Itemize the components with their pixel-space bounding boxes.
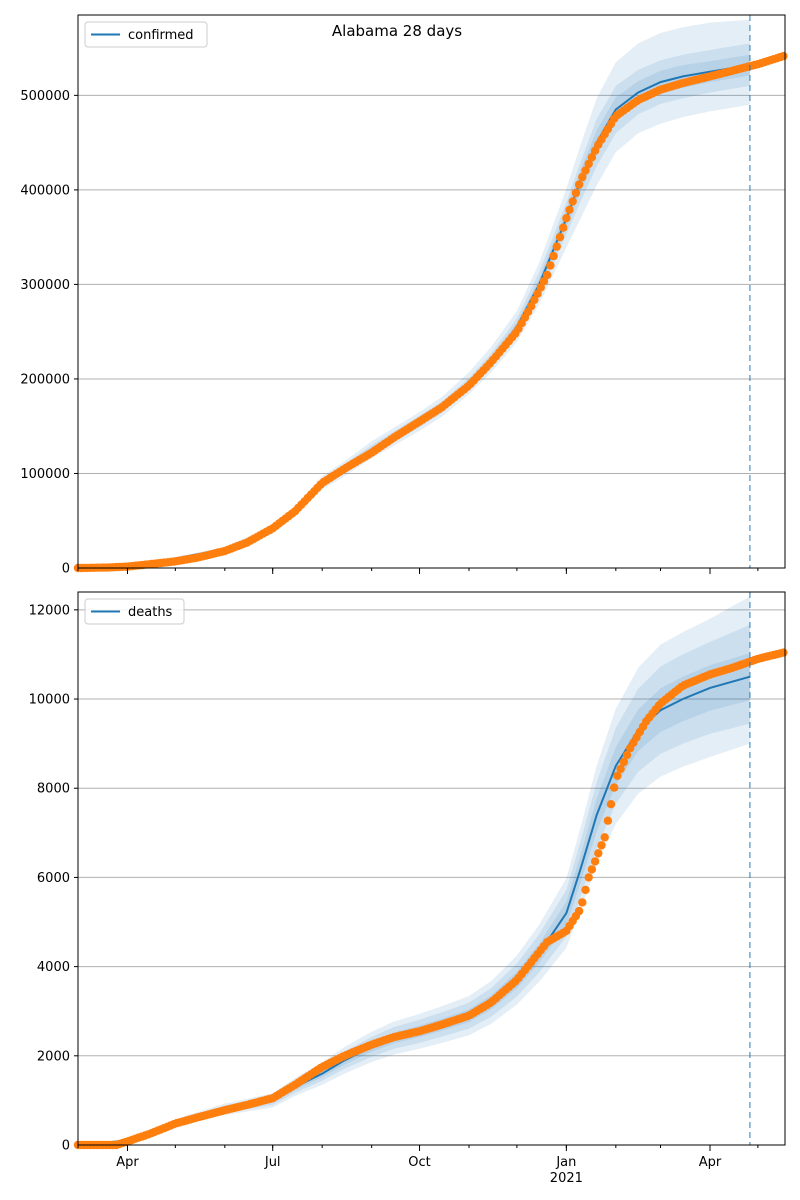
observed-point <box>779 648 788 657</box>
observed-point <box>530 295 539 305</box>
uncertainty-band-middle <box>78 624 750 1145</box>
observed-point <box>613 771 622 780</box>
observed-point <box>622 750 632 760</box>
y-tick-label: 100000 <box>20 467 70 482</box>
y-tick-label: 200000 <box>20 372 70 387</box>
observed-point <box>571 188 581 198</box>
observed-point <box>533 289 542 298</box>
observed-point <box>565 205 574 214</box>
x-tick-label: Jan <box>555 1155 576 1170</box>
observed-point <box>527 302 536 311</box>
y-tick-label: 300000 <box>20 278 70 293</box>
legend-label: deaths <box>128 605 173 620</box>
observed-point <box>619 757 628 767</box>
observed-point <box>581 885 590 895</box>
y-tick-label: 0 <box>62 562 70 577</box>
observed-point <box>539 277 549 286</box>
axes-frame <box>77 591 786 1146</box>
confirmed-panel: 0 100000 200000 300000 400000 500000 confirmed <box>20 14 788 577</box>
observed-point <box>552 242 561 251</box>
observed-point <box>587 865 597 874</box>
x-tick-label: Oct <box>408 1155 430 1170</box>
observed-point <box>603 816 613 825</box>
observed-point <box>606 800 616 809</box>
observed-point <box>616 764 625 774</box>
observed-point <box>597 841 606 850</box>
observed-point <box>555 232 565 242</box>
deaths-panel: 0 2000 4000 6000 8000 10000 12000 Apr Jul Oct Jan2… <box>29 591 788 1186</box>
x-tick-label: Apr <box>699 1155 722 1170</box>
observed-point <box>584 873 593 882</box>
model-line <box>77 64 751 569</box>
observed-point <box>587 153 597 162</box>
observed-point <box>549 251 558 261</box>
y-tick-label: 2000 <box>37 1049 70 1064</box>
observed-point <box>578 172 587 182</box>
observed-point <box>562 214 571 223</box>
y-tick-label: 0 <box>62 1139 70 1154</box>
observed-point <box>594 849 603 858</box>
chart-title: Alabama 28 days <box>332 22 462 40</box>
observed-point <box>590 857 600 866</box>
observed-point <box>779 51 788 61</box>
observed-point <box>600 833 609 842</box>
observed-point <box>578 898 587 907</box>
observed-point <box>574 906 584 916</box>
observed-point <box>581 166 590 175</box>
x-tick-label: Jul <box>264 1155 281 1170</box>
y-tick-label: 12000 <box>29 603 70 618</box>
observed-point <box>610 783 619 792</box>
observed-point <box>559 223 568 232</box>
y-tick-label: 8000 <box>37 782 70 797</box>
observed-point <box>543 270 552 280</box>
uncertainty-band-inner <box>78 54 750 568</box>
x-tick-year-label: 2021 <box>550 1171 583 1186</box>
y-tick-label: 10000 <box>29 693 70 708</box>
observed-point <box>546 261 555 270</box>
y-tick-label: 6000 <box>37 871 70 886</box>
x-tick-label: Apr <box>116 1155 139 1170</box>
observed-point <box>574 180 584 189</box>
axes-frame <box>77 14 786 569</box>
legend-box <box>84 598 185 625</box>
y-tick-label: 500000 <box>20 89 70 104</box>
uncertainty-band-inner <box>78 653 750 1145</box>
legend-label: confirmed <box>128 28 194 43</box>
observed-point <box>568 197 577 206</box>
observed-point <box>584 159 593 169</box>
observed-point <box>536 283 545 292</box>
uncertainty-band-outer <box>78 19 750 568</box>
y-tick-label: 4000 <box>37 960 70 975</box>
y-tick-label: 400000 <box>20 183 70 198</box>
legend-box <box>84 21 208 48</box>
